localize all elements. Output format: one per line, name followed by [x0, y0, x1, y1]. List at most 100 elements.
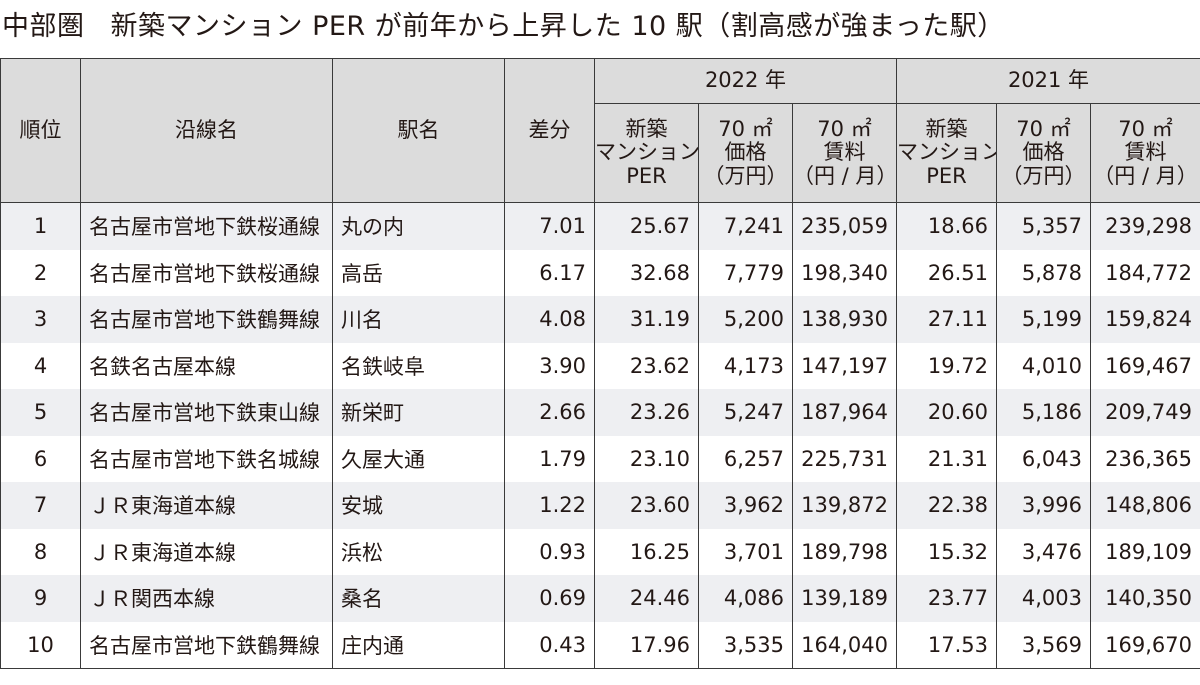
cell-per-2022: 23.10 — [594, 435, 699, 482]
cell-per-2022: 25.67 — [594, 202, 699, 250]
cell-diff: 0.43 — [504, 621, 595, 669]
table-body: 1 名古屋市営地下鉄桜通線 丸の内 7.01 25.67 7,241 235,059 18.6… — [0, 202, 1200, 669]
page-title: 中部圏 新築マンション PER が前年から上昇した 10 駅（割高感が強まった駅） — [2, 4, 1005, 50]
cell-per-2021: 15.32 — [896, 528, 997, 575]
cell-line-name: 名古屋市営地下鉄鶴舞線 — [80, 621, 333, 669]
cell-rent-2021: 140,350 — [1090, 575, 1200, 622]
cell-price-2022: 7,241 — [698, 202, 793, 250]
header-price-line2: 価格 — [1022, 140, 1065, 165]
cell-rent-2021: 209,749 — [1090, 389, 1200, 436]
cell-price-2021: 4,010 — [996, 342, 1091, 389]
table-row: 2 名古屋市営地下鉄桜通線 高岳 6.17 32.68 7,779 198,340 26.51… — [0, 249, 1200, 296]
cell-rent-2021: 236,365 — [1090, 435, 1200, 482]
cell-price-2022: 5,247 — [698, 389, 793, 436]
header-diff: 差分 — [504, 58, 595, 203]
cell-per-2022: 32.68 — [594, 249, 699, 296]
cell-station-name: 安城 — [332, 482, 505, 529]
cell-line-name: 名古屋市営地下鉄桜通線 — [80, 202, 333, 250]
header-rent-line2: 賃料 — [1124, 140, 1167, 165]
cell-rent-2022: 189,798 — [792, 528, 897, 575]
cell-rent-2022: 139,189 — [792, 575, 897, 622]
table-row: 3 名古屋市営地下鉄鶴舞線 川名 4.08 31.19 5,200 138,930 27.11… — [0, 296, 1200, 343]
cell-price-2021: 3,476 — [996, 528, 1091, 575]
cell-rank: 9 — [0, 575, 81, 622]
cell-rank: 1 — [0, 202, 81, 250]
cell-per-2022: 24.46 — [594, 575, 699, 622]
cell-station-name: 丸の内 — [332, 202, 505, 250]
cell-rent-2021: 189,109 — [1090, 528, 1200, 575]
header-price-line3: （万円） — [703, 163, 788, 188]
table-row: 8 ＪＲ東海道本線 浜松 0.93 16.25 3,701 189,798 15.32 3,47… — [0, 528, 1200, 575]
header-price-line1: 70 ㎡ — [1016, 116, 1071, 141]
cell-station-name: 高岳 — [332, 249, 505, 296]
table-row: 4 名鉄名古屋本線 名鉄岐阜 3.90 23.62 4,173 147,197 19.72 4,… — [0, 342, 1200, 389]
cell-rent-2021: 148,806 — [1090, 482, 1200, 529]
cell-diff: 0.93 — [504, 528, 595, 575]
cell-rank: 4 — [0, 342, 81, 389]
cell-line-name: ＪＲ東海道本線 — [80, 528, 333, 575]
cell-rent-2022: 164,040 — [792, 621, 897, 669]
cell-price-2022: 6,257 — [698, 435, 793, 482]
cell-price-2022: 7,779 — [698, 249, 793, 296]
cell-station-name: 庄内通 — [332, 621, 505, 669]
header-price-line1: 70 ㎡ — [718, 116, 773, 141]
cell-rent-2021: 169,670 — [1090, 621, 1200, 669]
header-year-2021: 2021 年 — [896, 58, 1200, 104]
header-rank: 順位 — [0, 58, 81, 203]
header-rent-line1: 70 ㎡ — [817, 116, 872, 141]
station-per-table: 順位 沿線名 駅名 差分 2022 年 2021 年 新築 マンション PER … — [0, 58, 1200, 669]
cell-diff: 2.66 — [504, 389, 595, 436]
header-price-2022: 70 ㎡ 価格 （万円） — [698, 103, 793, 203]
cell-rent-2022: 235,059 — [792, 202, 897, 250]
cell-per-2022: 23.60 — [594, 482, 699, 529]
cell-diff: 3.90 — [504, 342, 595, 389]
cell-rank: 3 — [0, 296, 81, 343]
cell-diff: 1.22 — [504, 482, 595, 529]
cell-rent-2022: 138,930 — [792, 296, 897, 343]
cell-rent-2021: 159,824 — [1090, 296, 1200, 343]
table-row: 7 ＪＲ東海道本線 安城 1.22 23.60 3,962 139,872 22.38 3,99… — [0, 482, 1200, 529]
cell-per-2021: 27.11 — [896, 296, 997, 343]
cell-rent-2022: 225,731 — [792, 435, 897, 482]
cell-station-name: 久屋大通 — [332, 435, 505, 482]
header-price-2021: 70 ㎡ 価格 （万円） — [996, 103, 1091, 203]
title-region: 中部圏 — [2, 11, 85, 42]
cell-price-2022: 3,535 — [698, 621, 793, 669]
cell-price-2021: 5,357 — [996, 202, 1091, 250]
header-per-line1: 新築 — [925, 116, 968, 141]
header-rent-line2: 賃料 — [823, 140, 866, 165]
cell-price-2022: 5,200 — [698, 296, 793, 343]
cell-per-2022: 16.25 — [594, 528, 699, 575]
table-row: 9 ＪＲ関西本線 桑名 0.69 24.46 4,086 139,189 23.77 4,003… — [0, 575, 1200, 622]
table-header: 順位 沿線名 駅名 差分 2022 年 2021 年 新築 マンション PER … — [0, 58, 1200, 203]
header-station: 駅名 — [332, 58, 505, 203]
cell-per-2022: 23.62 — [594, 342, 699, 389]
cell-per-2021: 26.51 — [896, 249, 997, 296]
header-rent-2021: 70 ㎡ 賃料 （円 / 月） — [1090, 103, 1200, 203]
cell-rank: 7 — [0, 482, 81, 529]
cell-per-2021: 18.66 — [896, 202, 997, 250]
table-row: 10 名古屋市営地下鉄鶴舞線 庄内通 0.43 17.96 3,535 164,040 17.… — [0, 621, 1200, 669]
cell-station-name: 名鉄岐阜 — [332, 342, 505, 389]
header-year-2022: 2022 年 — [594, 58, 897, 104]
cell-price-2021: 5,199 — [996, 296, 1091, 343]
cell-price-2022: 3,962 — [698, 482, 793, 529]
cell-per-2022: 31.19 — [594, 296, 699, 343]
header-price-line3: （万円） — [1001, 163, 1086, 188]
cell-rent-2022: 198,340 — [792, 249, 897, 296]
cell-diff: 4.08 — [504, 296, 595, 343]
cell-rank: 6 — [0, 435, 81, 482]
table-row: 1 名古屋市営地下鉄桜通線 丸の内 7.01 25.67 7,241 235,059 18.6… — [0, 202, 1200, 250]
cell-diff: 7.01 — [504, 202, 595, 250]
cell-rent-2022: 139,872 — [792, 482, 897, 529]
table-row: 6 名古屋市営地下鉄名城線 久屋大通 1.79 23.10 6,257 225,731 21.… — [0, 435, 1200, 482]
cell-per-2021: 22.38 — [896, 482, 997, 529]
cell-per-2021: 21.31 — [896, 435, 997, 482]
cell-station-name: 桑名 — [332, 575, 505, 622]
cell-rent-2022: 187,964 — [792, 389, 897, 436]
cell-per-2022: 23.26 — [594, 389, 699, 436]
header-per-line3: PER — [626, 163, 667, 188]
cell-per-2021: 23.77 — [896, 575, 997, 622]
cell-per-2021: 19.72 — [896, 342, 997, 389]
cell-line-name: 名古屋市営地下鉄桜通線 — [80, 249, 333, 296]
